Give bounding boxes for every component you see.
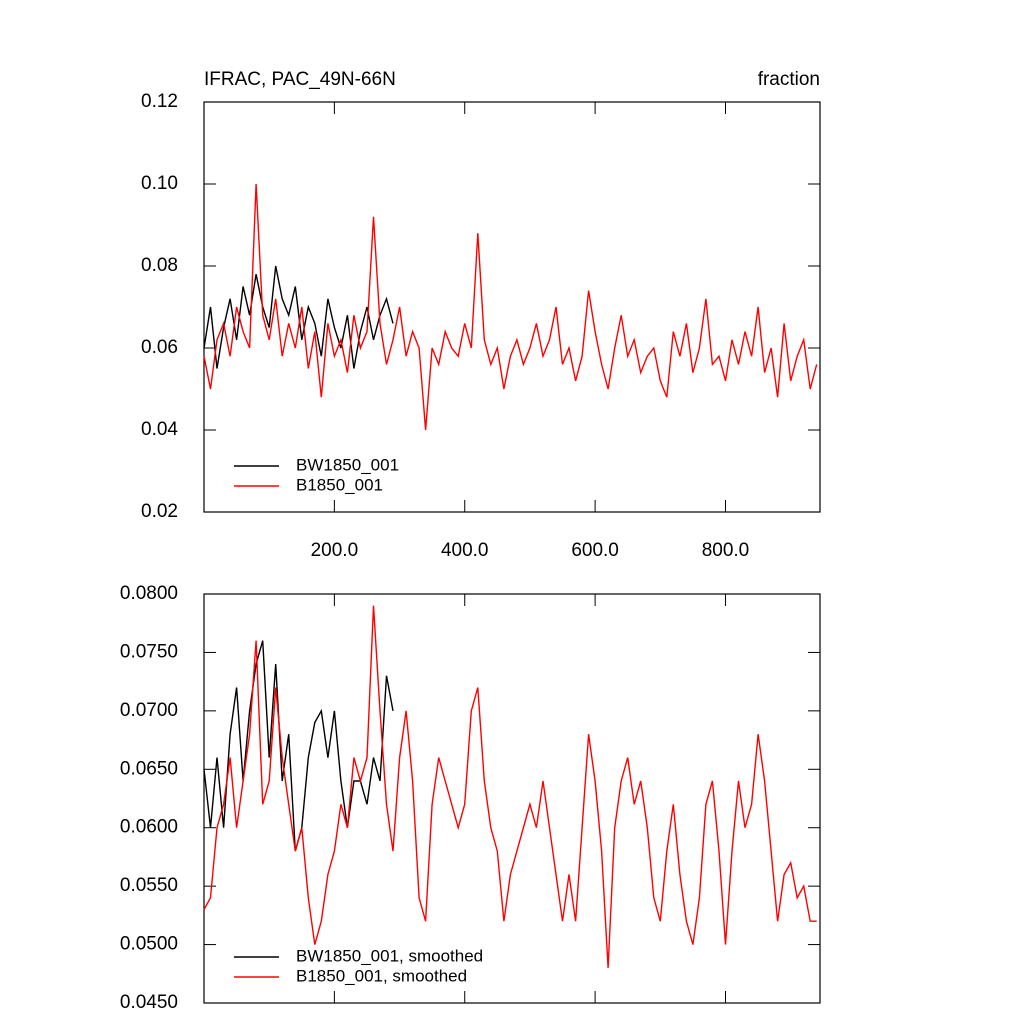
- y-tick-label: 0.10: [141, 173, 178, 194]
- legend-label: BW1850_001, smoothed: [296, 946, 483, 965]
- x-tick-label: 400.0: [441, 540, 489, 561]
- y-tick-label: 0.0700: [120, 700, 178, 721]
- y-tick-label: 0.0650: [120, 758, 178, 779]
- y-tick-label: 0.0800: [120, 583, 178, 604]
- y-tick-label: 0.12: [141, 91, 178, 112]
- y-tick-label: 0.0450: [120, 992, 178, 1013]
- plot-frame: [203, 593, 821, 1004]
- legend-label: B1850_001: [296, 475, 383, 494]
- series-line: [203, 605, 817, 968]
- y-tick-label: 0.0750: [120, 641, 178, 662]
- series-line: [203, 183, 818, 431]
- plot-frame: [203, 101, 821, 513]
- y-tick-label: 0.08: [141, 255, 178, 276]
- chart-title: IFRAC, PAC_49N-66N: [204, 69, 396, 90]
- y-tick-label: 0.0600: [120, 817, 178, 838]
- legend-label: B1850_001, smoothed: [296, 966, 467, 985]
- x-tick-label: 600.0: [571, 540, 619, 561]
- legend-label: BW1850_001: [296, 455, 399, 474]
- x-tick-label: 200.0: [311, 540, 359, 561]
- y-tick-label: 0.0500: [120, 934, 178, 955]
- y-tick-label: 0.0550: [120, 875, 178, 896]
- x-tick-label: 800.0: [702, 540, 750, 561]
- series-line: [203, 265, 394, 369]
- y-tick-label: 0.02: [141, 501, 178, 522]
- units-label: fraction: [758, 69, 820, 90]
- series-line: [203, 640, 394, 852]
- y-tick-label: 0.04: [141, 419, 178, 440]
- y-tick-label: 0.06: [141, 337, 178, 358]
